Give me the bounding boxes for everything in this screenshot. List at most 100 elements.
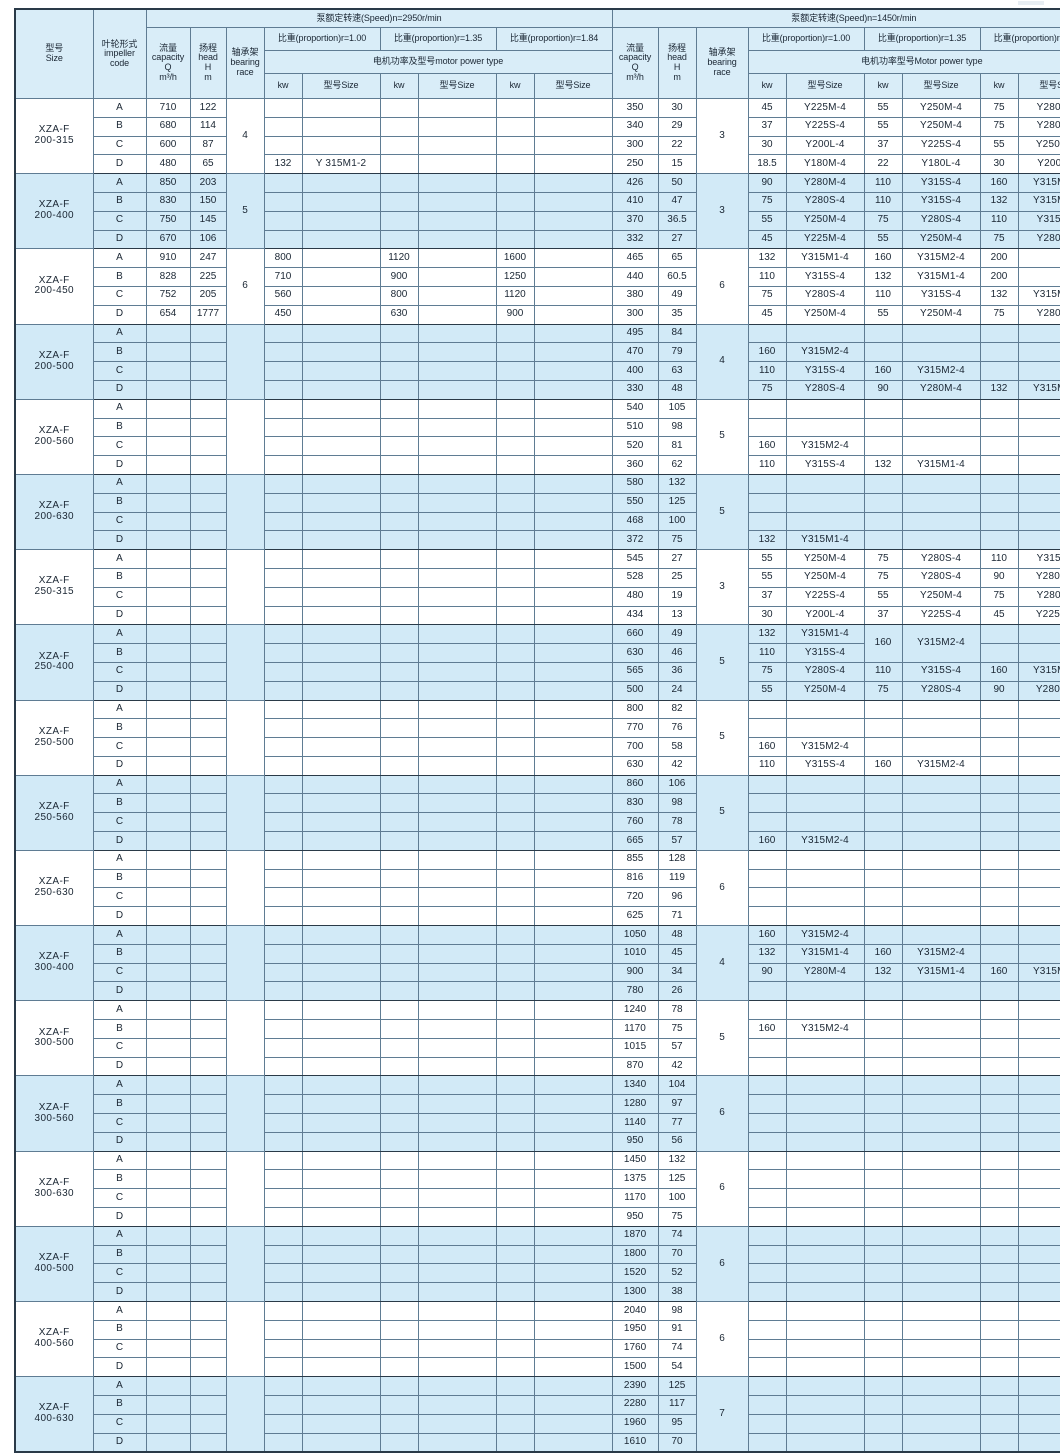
capacity-1450-cell: 780 xyxy=(611,981,659,1002)
kw-1450-r100-cell xyxy=(747,473,787,494)
kw-1450-r184-cell: 75 xyxy=(979,304,1019,325)
model-2950-r135-cell xyxy=(417,361,497,381)
kw-2950-r184-cell xyxy=(495,1075,535,1096)
head-1450-cell: 15 xyxy=(657,154,697,175)
capacity-1450-cell: 440 xyxy=(611,267,659,287)
kw-2950-r100-cell xyxy=(263,229,303,250)
model-1450-r184-cell xyxy=(1017,1225,1060,1246)
kw-1450-r184-cell xyxy=(979,906,1019,927)
kw-1450-r100-cell: 132 xyxy=(747,530,787,551)
table-row: C 1760 74 xyxy=(15,1338,1060,1359)
kw-2950-r184-cell xyxy=(495,1394,535,1415)
model-1450-r135-cell xyxy=(901,849,981,870)
kw-1450-r135-cell xyxy=(863,925,903,945)
header-prop-135-left: 比重(proportion)r=1.35 xyxy=(379,26,497,52)
impeller-code-cell: C xyxy=(92,661,147,682)
kw-1450-r100-cell xyxy=(747,1131,787,1152)
model-1450-r100-cell xyxy=(785,1131,865,1152)
table-row: B 1010 45 132 Y315M1-4 160 Y315M2-4 xyxy=(15,943,1060,964)
kw-2950-r184-cell xyxy=(495,831,535,851)
capacity-2950-cell xyxy=(145,1150,191,1171)
model-1450-r184-cell xyxy=(1017,417,1060,438)
head-1450-cell: 74 xyxy=(657,1338,697,1359)
model-2950-r184-cell xyxy=(533,1188,613,1209)
impeller-code-cell: C xyxy=(92,586,147,607)
capacity-1450-cell: 495 xyxy=(611,323,659,344)
capacity-2950-cell xyxy=(145,1357,191,1378)
model-2950-r135-cell xyxy=(417,1413,497,1434)
kw-1450-r184-cell xyxy=(979,981,1019,1002)
kw-1450-r100-cell: 37 xyxy=(747,586,787,607)
head-2950-cell: 150 xyxy=(189,191,227,212)
model-2950-r184-cell xyxy=(533,154,613,175)
kw-2950-r100-cell xyxy=(263,1094,303,1115)
header-head-sym: H xyxy=(204,62,212,72)
kw-1450-r135-cell xyxy=(863,1000,903,1021)
kw-2950-r135-cell xyxy=(379,1169,419,1190)
capacity-2950-cell xyxy=(145,1113,191,1133)
model-2950-r100-cell xyxy=(301,699,381,720)
model-1450-r135-cell xyxy=(901,906,981,927)
model-1450-r135-cell xyxy=(901,1075,981,1096)
model-1450-r135-cell: Y315S-4 xyxy=(901,191,981,212)
model-2950-r184-cell xyxy=(533,1338,613,1359)
kw-1450-r135-cell xyxy=(863,1056,903,1077)
kw-2950-r184-cell xyxy=(495,1225,535,1246)
model-2950-r184-cell xyxy=(533,492,613,513)
model-2950-r135-cell xyxy=(417,1075,497,1096)
model-1450-r100-cell: Y280S-4 xyxy=(785,379,865,400)
model-1450-r184-cell xyxy=(1017,1207,1060,1227)
model-1450-r100-cell: Y315S-4 xyxy=(785,361,865,381)
impeller-code-cell: D xyxy=(92,1056,147,1077)
impeller-code-cell: C xyxy=(92,1413,147,1434)
capacity-1450-cell: 400 xyxy=(611,361,659,381)
model-1450-r100-cell: Y315M2-4 xyxy=(785,1019,865,1039)
model-1450-r100-cell: Y280S-4 xyxy=(785,661,865,682)
kw-1450-r184-cell xyxy=(979,473,1019,494)
kw-2950-r184-cell xyxy=(495,737,535,757)
head-2950-cell xyxy=(189,549,227,569)
bearing-race-2950-cell xyxy=(225,549,265,626)
header-impeller: 叶轮形式 impeller code xyxy=(92,8,147,99)
pump-size-cell: XZA-F 200-450 xyxy=(14,248,94,325)
capacity-1450-cell: 1010 xyxy=(611,943,659,964)
kw-2950-r100-cell xyxy=(263,1432,303,1453)
pump-size-series: XZA-F xyxy=(38,725,70,737)
kw-1450-r135-cell xyxy=(863,342,903,363)
kw-2950-r100-cell xyxy=(263,1019,303,1039)
impeller-code-cell: D xyxy=(92,981,147,1002)
kw-1450-r100-cell: 160 xyxy=(747,831,787,851)
head-2950-cell xyxy=(189,1075,227,1096)
header-size-cn: 型号 xyxy=(45,43,64,54)
impeller-code-cell: C xyxy=(92,436,147,457)
model-2950-r184-cell xyxy=(533,210,613,231)
model-2950-r100-cell xyxy=(301,849,381,870)
capacity-1450-cell: 900 xyxy=(611,962,659,983)
capacity-2950-cell xyxy=(145,1000,191,1021)
head-2950-cell: 203 xyxy=(189,173,227,193)
table-row: D 950 56 xyxy=(15,1131,1060,1152)
model-2950-r100-cell xyxy=(301,436,381,457)
kw-2950-r100-cell xyxy=(263,624,303,645)
kw-1450-r135-cell: 110 xyxy=(863,285,903,306)
model-1450-r135-cell: Y315M2-4 xyxy=(901,755,981,776)
head-2950-cell xyxy=(189,943,227,964)
model-2950-r184-cell xyxy=(533,473,613,494)
header-capacity-left: 流量 capacity Q m³/h xyxy=(145,27,191,99)
kw-2950-r184-cell xyxy=(495,1432,535,1453)
header-capacity-unit-r: m³/h xyxy=(626,71,644,82)
model-2950-r184-cell xyxy=(533,1319,613,1340)
model-2950-r135-cell xyxy=(417,210,497,231)
kw-1450-r184-cell: 110 xyxy=(979,549,1019,569)
kw-1450-r184-cell xyxy=(979,1094,1019,1115)
model-1450-r135-cell xyxy=(901,981,981,1002)
kw-2950-r135-cell xyxy=(379,210,419,231)
bearing-race-1450-cell: 4 xyxy=(695,323,749,400)
kw-1450-r100-cell: 45 xyxy=(747,304,787,325)
model-1450-r100-cell: Y280M-4 xyxy=(785,962,865,983)
kw-2950-r100-cell xyxy=(263,210,303,231)
model-2950-r184-cell xyxy=(533,1113,613,1133)
model-2950-r184-cell xyxy=(533,511,613,532)
bearing-race-2950-cell: 6 xyxy=(225,248,265,325)
